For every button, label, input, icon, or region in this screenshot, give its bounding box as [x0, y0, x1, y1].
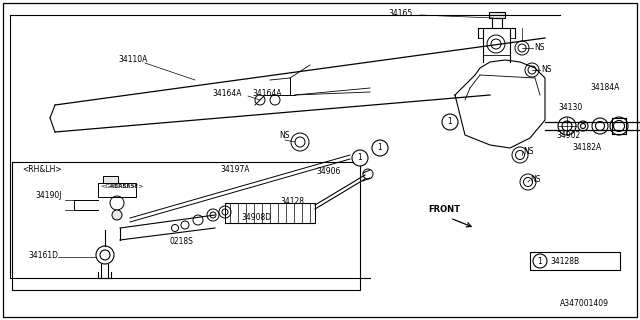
Bar [12, 162, 360, 290]
Circle shape [533, 254, 547, 268]
Circle shape [112, 210, 122, 220]
Text: 1: 1 [378, 143, 382, 153]
Text: 34184A: 34184A [590, 83, 620, 92]
Text: 34165: 34165 [388, 9, 412, 18]
Text: <RH&LH>: <RH&LH> [22, 165, 61, 174]
Circle shape [352, 150, 368, 166]
Text: 1: 1 [358, 154, 362, 163]
Text: 34164A: 34164A [212, 89, 241, 98]
Text: NS: NS [523, 147, 534, 156]
Text: 34130: 34130 [558, 103, 582, 113]
Text: 34197A: 34197A [220, 164, 250, 173]
Text: NS: NS [534, 43, 545, 52]
Text: 34902: 34902 [556, 131, 580, 140]
Bar [530, 252, 620, 270]
Text: 34908D: 34908D [241, 213, 271, 222]
Text: <GREASE>: <GREASE> [108, 183, 143, 188]
Text: 34182A: 34182A [572, 142, 601, 151]
Text: 34906: 34906 [316, 166, 340, 175]
Text: 34128B: 34128B [550, 257, 579, 266]
Text: 34164A: 34164A [252, 89, 282, 98]
Circle shape [372, 140, 388, 156]
Text: NS: NS [530, 174, 541, 183]
Text: 34128: 34128 [280, 197, 304, 206]
Bar [489, 12, 505, 18]
Bar [98, 183, 136, 197]
Text: NS: NS [541, 65, 552, 74]
Text: 0218S: 0218S [170, 236, 194, 245]
Text: 1: 1 [447, 117, 452, 126]
Text: 1: 1 [538, 257, 542, 266]
Text: NS: NS [279, 132, 289, 140]
Text: 34110A: 34110A [118, 54, 147, 63]
Text: A347001409: A347001409 [560, 300, 609, 308]
Text: 34161D: 34161D [28, 252, 58, 260]
Text: FRONT: FRONT [428, 205, 460, 214]
Bar [103, 176, 118, 183]
Circle shape [442, 114, 458, 130]
Text: 34190J: 34190J [35, 191, 61, 201]
Text: <GREASE>: <GREASE> [100, 185, 136, 189]
